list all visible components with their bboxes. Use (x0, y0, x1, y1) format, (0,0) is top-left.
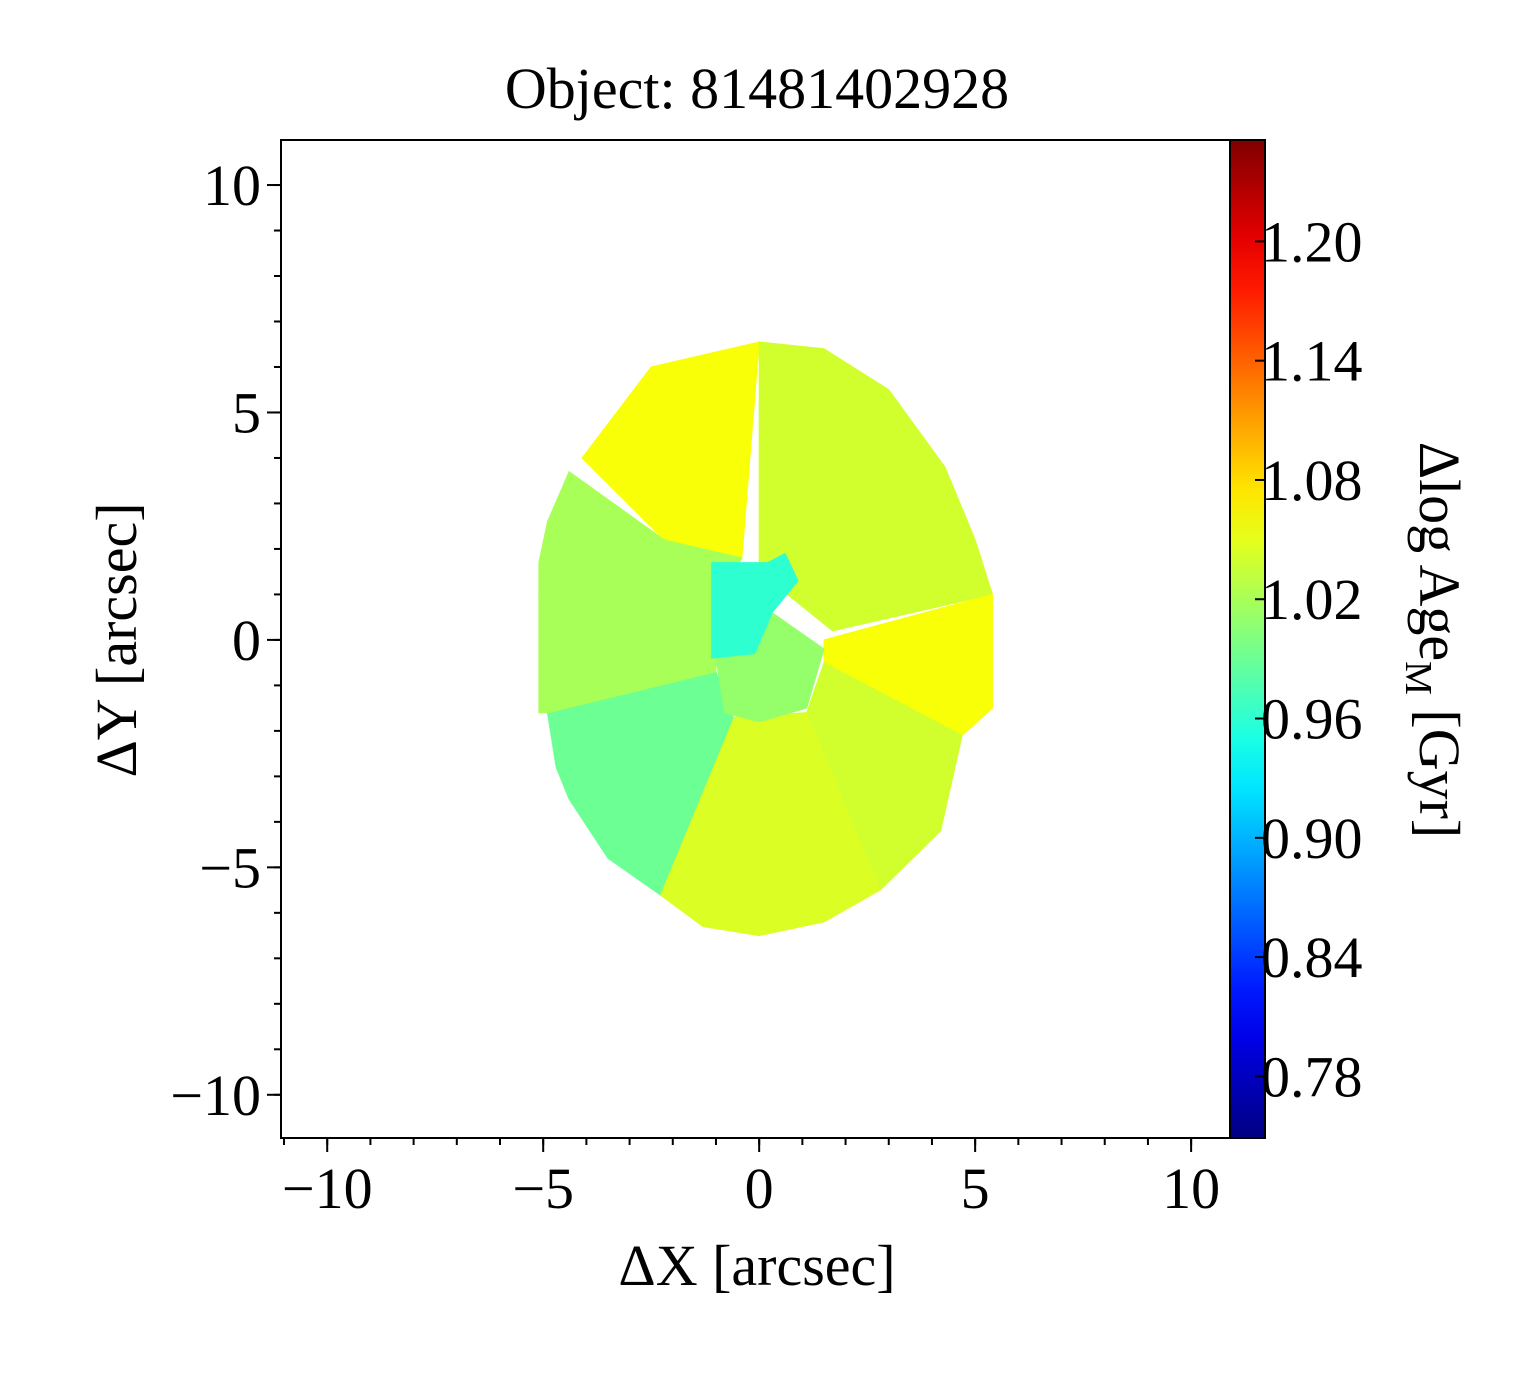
region (806, 661, 963, 891)
x-tick-label: 5 (961, 1156, 990, 1221)
colorbar-label-text: Δlog Age (1407, 442, 1472, 661)
region (711, 552, 799, 659)
region (823, 593, 993, 737)
colorbar-tick-label: 0.90 (1261, 806, 1363, 871)
colorbar-label: Δlog AgeM [Gyr] (1397, 442, 1472, 838)
colorbar-label-sub: M (1397, 661, 1439, 695)
region (538, 470, 743, 605)
colorbar-tick-label: 0.84 (1261, 925, 1363, 990)
y-tick-label: −5 (199, 835, 261, 900)
region (659, 712, 881, 937)
region (758, 341, 994, 632)
colorbar-tick-label: 0.96 (1261, 687, 1363, 752)
colorbar-tick-label: 0.78 (1261, 1044, 1363, 1109)
x-axis-label: ΔX [arcsec] (618, 1233, 895, 1298)
y-tick-label: 0 (232, 608, 261, 673)
colorbar-tick-label: 1.02 (1261, 567, 1363, 632)
chart-title: Object: 81481402928 (505, 56, 1009, 121)
colorbar-tick-label: 1.20 (1261, 209, 1363, 274)
y-tick-label: 5 (232, 380, 261, 445)
y-axis-label: ΔY [arcsec] (84, 502, 149, 777)
colorbar-tick-label: 1.14 (1261, 329, 1363, 394)
y-tick-label: 10 (203, 153, 261, 218)
x-tick-label: 10 (1162, 1156, 1220, 1221)
colorbar-label-unit: [Gyr] (1407, 695, 1472, 838)
x-tick-label: −5 (512, 1156, 574, 1221)
y-tick-label: −10 (170, 1063, 261, 1128)
colorbar-tick-label: 1.08 (1261, 448, 1363, 513)
colorbar (1229, 139, 1266, 1139)
x-tick-label: −10 (282, 1156, 373, 1221)
x-tick-label: 0 (745, 1156, 774, 1221)
